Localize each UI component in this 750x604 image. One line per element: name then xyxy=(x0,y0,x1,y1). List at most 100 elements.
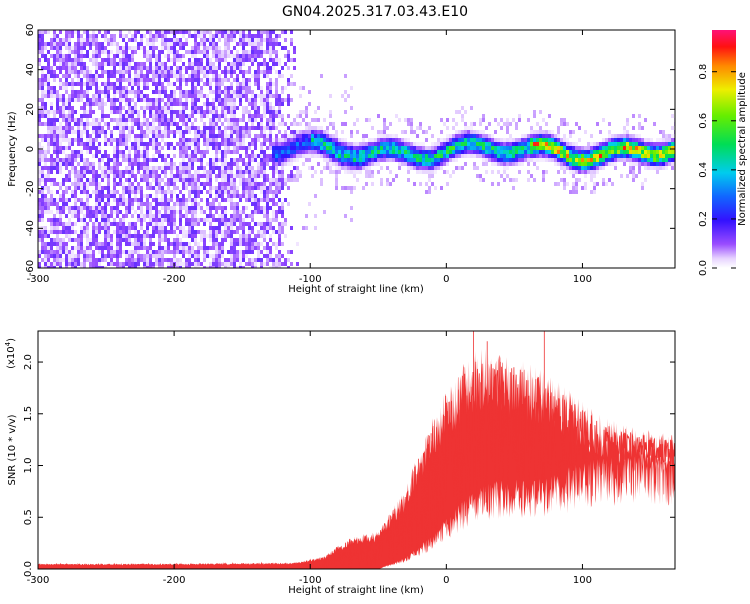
heatmap-cell xyxy=(44,74,47,78)
heatmap-cell xyxy=(191,90,194,94)
heatmap-cell xyxy=(593,158,596,162)
heatmap-cell xyxy=(212,158,215,162)
heatmap-cell xyxy=(167,134,170,138)
heatmap-cell xyxy=(188,94,191,98)
heatmap-cell xyxy=(56,42,59,46)
heatmap-cell xyxy=(125,262,128,266)
heatmap-cell xyxy=(197,98,200,102)
heatmap-cell xyxy=(119,218,122,222)
heatmap-cell xyxy=(218,246,221,250)
heatmap-cell xyxy=(260,102,263,106)
heatmap-cell xyxy=(212,230,215,234)
heatmap-cell xyxy=(260,46,263,50)
heatmap-cell xyxy=(515,126,518,130)
heatmap-cell xyxy=(401,158,404,162)
heatmap-cell xyxy=(140,198,143,202)
heatmap-cell xyxy=(272,190,275,194)
heatmap-cell xyxy=(203,102,206,106)
heatmap-cell xyxy=(71,82,74,86)
heatmap-cell xyxy=(146,134,149,138)
heatmap-cell xyxy=(62,182,65,186)
heatmap-cell xyxy=(191,246,194,250)
heatmap-cell xyxy=(50,166,53,170)
heatmap-cell xyxy=(212,122,215,126)
heatmap-cell xyxy=(281,162,284,166)
heatmap-cell xyxy=(359,154,362,158)
heatmap-cell xyxy=(446,146,449,150)
heatmap-cell xyxy=(41,110,44,114)
heatmap-cell xyxy=(200,94,203,98)
heatmap-cell xyxy=(593,174,596,178)
heatmap-cell xyxy=(542,134,545,138)
heatmap-cell xyxy=(212,166,215,170)
heatmap-cell xyxy=(251,50,254,54)
heatmap-cell xyxy=(104,226,107,230)
heatmap-cell xyxy=(137,70,140,74)
heatmap-cell xyxy=(227,230,230,234)
heatmap-cell xyxy=(74,166,77,170)
heatmap-cell xyxy=(341,142,344,146)
heatmap-cell xyxy=(170,42,173,46)
heatmap-cell xyxy=(365,158,368,162)
heatmap-cell xyxy=(116,162,119,166)
heatmap-cell xyxy=(485,158,488,162)
heatmap-cell xyxy=(242,206,245,210)
heatmap-cell xyxy=(152,206,155,210)
heatmap-cell xyxy=(176,234,179,238)
heatmap-cell xyxy=(566,158,569,162)
heatmap-cell xyxy=(77,174,80,178)
heatmap-cell xyxy=(332,150,335,154)
heatmap-cell xyxy=(272,114,275,118)
heatmap-cell xyxy=(200,86,203,90)
heatmap-cell xyxy=(527,150,530,154)
heatmap-cell xyxy=(209,158,212,162)
heatmap-cell xyxy=(188,258,191,262)
heatmap-cell xyxy=(248,162,251,166)
heatmap-cell xyxy=(215,94,218,98)
heatmap-cell xyxy=(395,138,398,142)
heatmap-cell xyxy=(146,146,149,150)
heatmap-cell xyxy=(224,42,227,46)
heatmap-cell xyxy=(488,122,491,126)
heatmap-cell xyxy=(194,110,197,114)
heatmap-cell xyxy=(209,122,212,126)
heatmap-cell xyxy=(122,262,125,266)
heatmap-cell xyxy=(50,238,53,242)
heatmap-cell xyxy=(212,262,215,266)
heatmap-cell xyxy=(125,138,128,142)
heatmap-cell xyxy=(308,130,311,134)
heatmap-cell xyxy=(233,222,236,226)
heatmap-cell xyxy=(158,142,161,146)
heatmap-cell xyxy=(71,66,74,70)
heatmap-cell xyxy=(68,158,71,162)
heatmap-cell xyxy=(581,150,584,154)
heatmap-cell xyxy=(119,90,122,94)
heatmap-cell xyxy=(137,150,140,154)
heatmap-cell xyxy=(74,254,77,258)
heatmap-cell xyxy=(155,186,158,190)
heatmap-cell xyxy=(65,234,68,238)
heatmap-cell xyxy=(239,214,242,218)
heatmap-cell xyxy=(224,86,227,90)
heatmap-cell xyxy=(206,130,209,134)
heatmap-cell xyxy=(104,62,107,66)
heatmap-cell xyxy=(338,146,341,150)
heatmap-cell xyxy=(209,182,212,186)
heatmap-cell xyxy=(167,162,170,166)
heatmap-cell xyxy=(95,206,98,210)
heatmap-cell xyxy=(158,246,161,250)
heatmap-cell xyxy=(545,142,548,146)
heatmap-cell xyxy=(425,166,428,170)
heatmap-cell xyxy=(131,34,134,38)
heatmap-cell xyxy=(317,134,320,138)
heatmap-cell xyxy=(68,46,71,50)
heatmap-cell xyxy=(266,154,269,158)
heatmap-cell xyxy=(152,254,155,258)
heatmap-cell xyxy=(593,162,596,166)
heatmap-cell xyxy=(389,170,392,174)
heatmap-cell xyxy=(407,178,410,182)
heatmap-cell xyxy=(173,102,176,106)
heatmap-cell xyxy=(65,242,68,246)
heatmap-cell xyxy=(47,142,50,146)
heatmap-cell xyxy=(203,126,206,130)
